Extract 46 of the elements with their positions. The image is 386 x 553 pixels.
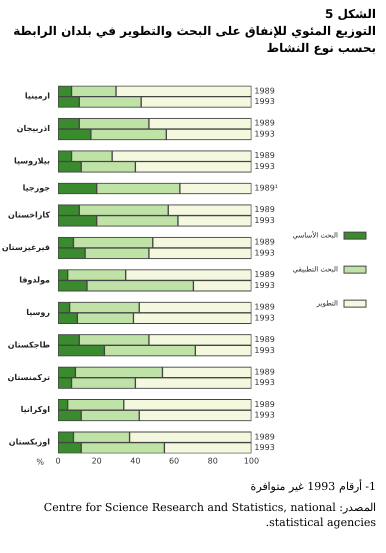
- text: اذربيجان: [16, 124, 50, 134]
- text: الشكل 5: [324, 6, 376, 23]
- y-tick-label: 1993: [254, 130, 275, 139]
- y-tick-label: 1993: [254, 162, 275, 171]
- y-tick-label: 1989: [254, 367, 275, 376]
- y-tick-label: 1989: [254, 400, 275, 409]
- y-tick-label: 1989: [254, 118, 275, 128]
- text: بيلاروسيا: [14, 156, 50, 166]
- text: كازاخستان: [8, 210, 50, 220]
- x-tick-label: 60: [168, 456, 180, 466]
- y-tick-label: 1993: [254, 248, 275, 258]
- y-tick-label: 1989: [254, 270, 275, 280]
- x-tick-label: 80: [208, 456, 218, 466]
- text: روسيا: [26, 308, 50, 317]
- y-tick-label: 1989: [254, 151, 275, 160]
- text: اوزبكستان: [8, 438, 50, 447]
- y-tick-label: 1989: [254, 205, 275, 214]
- y-tick-label: 1993: [254, 280, 275, 290]
- text: اوكرانيا: [20, 405, 50, 414]
- x-tick-label: 40: [130, 456, 140, 466]
- y-tick-label: 1989: [254, 238, 275, 247]
- x-tick-label: 20: [92, 456, 102, 466]
- text: تركمنستان: [8, 372, 50, 382]
- text: ارمينيا: [24, 92, 50, 101]
- y-tick-label: 1989¹: [254, 184, 278, 193]
- y-tick-label: 1993: [254, 410, 275, 420]
- text: جورجيا: [22, 184, 50, 193]
- y-tick-label: 1993: [254, 346, 275, 355]
- y-tick-label: 1993: [254, 97, 275, 106]
- x-tick-label: 100: [244, 456, 260, 466]
- y-tick-label: 1993: [254, 378, 275, 388]
- y-tick-label: 1989: [254, 432, 275, 442]
- x-tick-label: 0: [55, 456, 61, 466]
- text: مولدوفا: [19, 275, 50, 284]
- y-tick-label: 1989: [254, 334, 275, 344]
- y-tick-label: 1993: [254, 313, 275, 322]
- y-tick-label: 1993: [254, 216, 275, 226]
- y-tick-label: 1993: [254, 443, 275, 452]
- text: طاجكستان: [8, 340, 50, 350]
- text: 1- أرقام 1993 غير متوافرة: [249, 479, 376, 494]
- y-tick-label: 1989: [254, 86, 275, 96]
- x-axis-title: %: [36, 457, 44, 466]
- text: قيرغيزستان: [2, 243, 50, 252]
- y-tick-label: 1989: [254, 302, 275, 312]
- chart-subtitle: التوزيع المئوي للإنفاق على البحث والتطوير في بلدان الرابطة بحسب نوع النشاط: [12, 23, 376, 57]
- text: المصدر: Centre for Science Research and Statistics, national statistical agencies.: [42, 500, 376, 530]
